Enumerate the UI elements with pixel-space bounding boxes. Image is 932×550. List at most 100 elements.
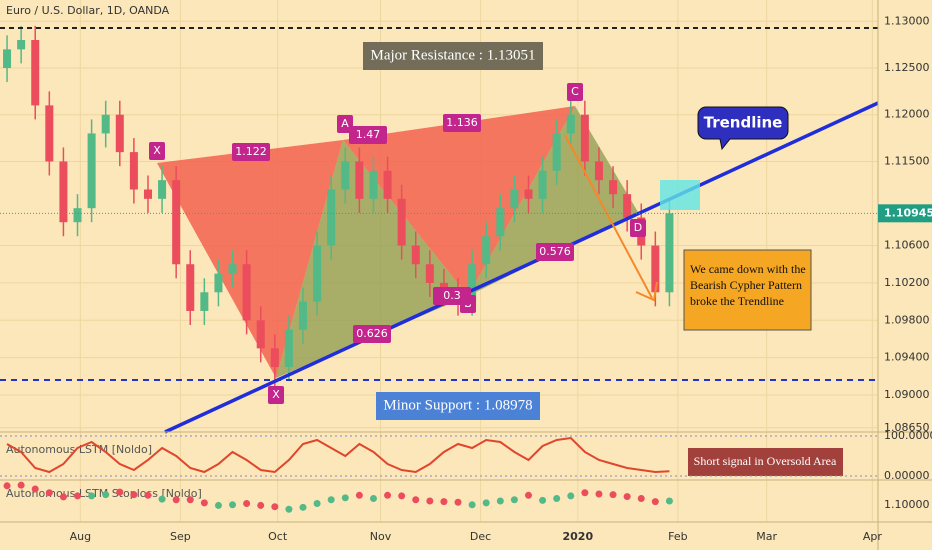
stoploss-dot xyxy=(384,491,392,499)
stoploss-dot xyxy=(200,499,208,507)
stoploss-dot xyxy=(17,481,25,489)
signal-label: Short signal in Oversold Area xyxy=(694,454,837,468)
candle-body xyxy=(566,114,575,134)
candle-body xyxy=(397,198,406,246)
candle-body xyxy=(327,189,336,246)
y-tick-label: 1.12000 xyxy=(884,108,930,121)
candle-body xyxy=(425,264,434,283)
y-tick-label: 1.11500 xyxy=(884,154,930,167)
point-label: A xyxy=(341,117,349,130)
y-tick-label: 1.12500 xyxy=(884,61,930,74)
stoploss-dot xyxy=(524,491,532,499)
candle-body xyxy=(665,213,674,293)
y-tick-label: 1.10600 xyxy=(884,239,930,252)
trendline-label: Trendline xyxy=(704,114,783,132)
arrow-head xyxy=(635,281,658,302)
y-tick-label: 1.10000 xyxy=(884,498,930,511)
note-box xyxy=(683,249,812,331)
stoploss-dot xyxy=(609,491,617,499)
stoploss-dot xyxy=(285,505,293,513)
candle-body xyxy=(115,114,124,153)
note-line: Bearish Cypher Pattern xyxy=(690,278,802,292)
x-tick-label: Apr xyxy=(863,530,883,543)
point-label: X xyxy=(153,144,161,157)
support-label: Minor Support : 1.08978 xyxy=(383,397,532,413)
stoploss-dot xyxy=(88,492,96,500)
candle-body xyxy=(45,105,54,162)
trendline xyxy=(164,101,879,434)
stoploss-dot xyxy=(313,500,321,508)
stoploss-dot xyxy=(412,496,420,504)
candle-body xyxy=(482,236,491,265)
candles xyxy=(3,25,674,397)
ratio-box xyxy=(353,325,391,343)
y-tick-label: 1.10200 xyxy=(884,276,930,289)
arrow xyxy=(564,134,653,299)
candle-body xyxy=(299,301,308,330)
ratio-box xyxy=(232,143,270,161)
candle-body xyxy=(510,189,519,209)
x-tick-label: Aug xyxy=(70,530,91,543)
y-tick-label: 1.09800 xyxy=(884,313,930,326)
stoploss-dot xyxy=(45,489,53,497)
ratio-label: 0.626 xyxy=(356,327,388,340)
point-box xyxy=(149,142,165,160)
pane-title: Autonomous LSTM [Noldo] xyxy=(6,443,152,456)
x-tick-label: Oct xyxy=(268,530,288,543)
candle-body xyxy=(186,264,195,311)
stoploss-dot xyxy=(102,491,110,499)
stoploss-dot xyxy=(482,499,490,507)
ratio-box xyxy=(536,243,574,261)
ratio-label: 0.3 xyxy=(443,289,461,302)
pattern-leg xyxy=(468,106,638,296)
candle-body xyxy=(59,161,68,223)
price-tag xyxy=(878,204,932,223)
stoploss-dot xyxy=(341,494,349,502)
ratio-label: 0.576 xyxy=(539,245,571,258)
x-tick-label: Dec xyxy=(470,530,491,543)
trendline-bubble xyxy=(697,106,789,151)
candle-body xyxy=(468,264,477,302)
stoploss-dot xyxy=(440,498,448,506)
stoploss-dot xyxy=(468,501,476,509)
candle-body xyxy=(172,180,181,265)
candle-body xyxy=(17,39,26,50)
ratio-box xyxy=(433,287,471,305)
candle-body xyxy=(496,208,505,237)
pattern-leg xyxy=(276,140,468,378)
stoploss-dot xyxy=(651,498,659,506)
candle-body xyxy=(228,264,237,274)
ratio-label: 1.136 xyxy=(446,116,478,129)
candle-body xyxy=(87,133,96,209)
candle-body xyxy=(242,264,251,321)
candle-body xyxy=(552,133,561,171)
candle-body xyxy=(524,189,533,199)
support-box xyxy=(376,392,540,420)
candle-body xyxy=(31,39,40,106)
stoploss-dot xyxy=(144,491,152,499)
stoploss-dot xyxy=(665,497,673,505)
stoploss-dot xyxy=(229,501,237,509)
resistance-box xyxy=(363,42,543,70)
point-label: X xyxy=(272,388,280,401)
candle-body xyxy=(355,161,364,199)
ratio-box xyxy=(349,126,387,144)
candle-body xyxy=(101,114,110,134)
stoploss-dot xyxy=(553,494,561,502)
point-box xyxy=(268,386,284,404)
pattern-leg xyxy=(157,140,343,378)
candle-body xyxy=(341,161,350,190)
candle-body xyxy=(383,170,392,199)
y-tick-label: 1.08650 xyxy=(884,421,930,434)
candle-body xyxy=(256,320,265,349)
candle-body xyxy=(538,170,547,199)
stoploss-dot xyxy=(31,485,39,493)
stoploss-dot xyxy=(3,482,11,490)
stoploss-dot xyxy=(172,496,180,504)
chart-title: Euro / U.S. Dollar, 1D, OANDA xyxy=(6,4,170,17)
stoploss-dot xyxy=(581,489,589,497)
stoploss-dot xyxy=(158,495,166,503)
y-tick-label: 1.10945 xyxy=(884,206,932,219)
stoploss-dot xyxy=(539,496,547,504)
